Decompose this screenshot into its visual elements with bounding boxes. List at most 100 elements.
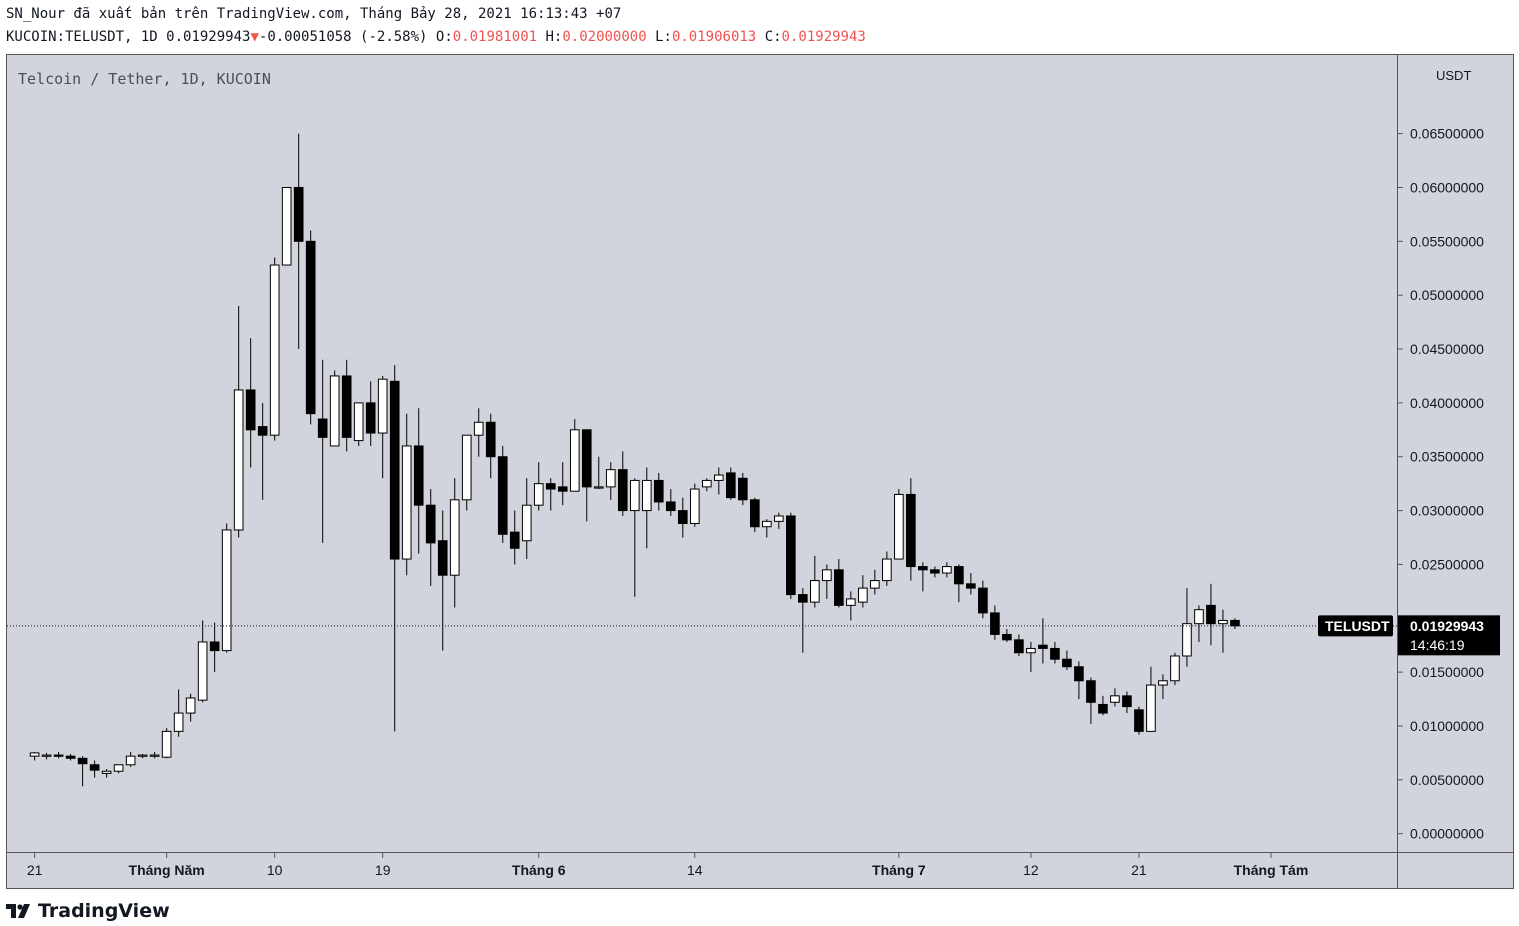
candle <box>185 693 196 722</box>
candle <box>798 588 808 653</box>
candle <box>966 573 976 595</box>
candle-body <box>942 566 952 574</box>
candle-body <box>569 429 580 492</box>
low-value: 0.01906013 <box>671 29 757 45</box>
candle-body <box>89 764 100 771</box>
candle <box>113 764 124 774</box>
candle-body <box>1002 633 1012 641</box>
plot-background <box>7 55 1397 852</box>
time-tick-label: 10 <box>267 862 283 878</box>
candle-body <box>749 499 760 528</box>
close-label: C: <box>764 29 782 45</box>
candle-body <box>713 474 724 481</box>
candle <box>293 133 304 350</box>
candle <box>846 591 856 621</box>
candle <box>1206 583 1216 646</box>
price-tick-label: 0.03500000 <box>1410 449 1484 465</box>
candle <box>593 456 604 490</box>
candle-body <box>870 580 880 589</box>
candle <box>581 429 592 522</box>
candle-body <box>41 754 52 757</box>
candle-body <box>1146 684 1156 732</box>
candle-body <box>113 764 124 772</box>
candle-body <box>497 456 508 535</box>
candle <box>1002 629 1012 642</box>
time-tick-label: Tháng 6 <box>512 862 566 878</box>
candle <box>774 512 784 529</box>
last-price-value: 0.01929943 <box>166 29 251 45</box>
corner-background <box>1397 852 1513 888</box>
candle-body <box>329 375 340 447</box>
candle <box>413 408 424 554</box>
candle <box>77 756 88 787</box>
candle <box>137 753 148 759</box>
candle-body <box>1038 644 1048 649</box>
candle <box>521 478 532 560</box>
candle-body <box>978 587 988 614</box>
candle-body <box>209 641 220 652</box>
candle <box>65 753 76 761</box>
candle <box>725 467 736 500</box>
candle-body <box>653 479 664 503</box>
candle-body <box>1170 655 1180 682</box>
candle-body <box>437 540 448 576</box>
candle-body <box>317 418 328 438</box>
candle <box>749 497 760 533</box>
candle <box>233 305 244 538</box>
price-tick-label: 0.00000000 <box>1410 826 1484 842</box>
candle-body <box>1050 647 1060 660</box>
candle <box>425 489 436 586</box>
candle <box>353 402 364 446</box>
y-unit-label: USDT <box>1436 68 1471 83</box>
candle <box>1086 677 1096 724</box>
candle <box>1146 666 1156 732</box>
candle <box>497 445 508 543</box>
candle-body <box>930 569 940 574</box>
candle <box>1014 634 1024 656</box>
candle-body <box>281 186 292 266</box>
candle <box>858 575 868 608</box>
candle-body <box>1134 709 1144 732</box>
candle-body <box>557 486 568 492</box>
candle-body <box>197 641 208 701</box>
candles-group <box>29 133 1240 787</box>
candle <box>701 478 712 492</box>
candle <box>1062 650 1072 670</box>
candle-body <box>353 402 364 442</box>
candle <box>822 564 832 599</box>
candle-body <box>1158 680 1168 686</box>
price-tick-label: 0.06500000 <box>1410 126 1484 142</box>
time-tick-label: 12 <box>1023 862 1039 878</box>
candle-body <box>1182 623 1192 657</box>
candle <box>437 510 448 651</box>
time-tick-label: 21 <box>1131 862 1147 878</box>
candle-body <box>918 566 928 571</box>
candle-body <box>521 504 532 542</box>
candle-body <box>990 612 1000 635</box>
candle-body <box>305 240 316 415</box>
candle <box>257 402 268 500</box>
candle-body <box>365 402 376 434</box>
brand-name: TradingView <box>38 900 170 922</box>
candle <box>605 462 616 500</box>
candle-body <box>677 510 688 525</box>
candle-body <box>1086 680 1096 703</box>
candle <box>677 497 688 538</box>
candle <box>641 467 652 549</box>
candle <box>713 467 724 495</box>
tradingview-logo[interactable]: TradingView <box>6 900 170 922</box>
candle <box>810 555 820 608</box>
candle-body <box>786 515 796 596</box>
candle <box>317 359 328 543</box>
price-tick-label: 0.01500000 <box>1410 664 1484 680</box>
candle-body <box>485 421 496 458</box>
candle <box>653 472 664 511</box>
time-tick-label: 19 <box>375 862 391 878</box>
candle <box>197 620 208 703</box>
candle <box>401 413 412 576</box>
candle-body <box>53 754 64 757</box>
chart-frame <box>6 54 1514 889</box>
candle <box>1182 588 1192 667</box>
candle-body <box>461 434 472 501</box>
